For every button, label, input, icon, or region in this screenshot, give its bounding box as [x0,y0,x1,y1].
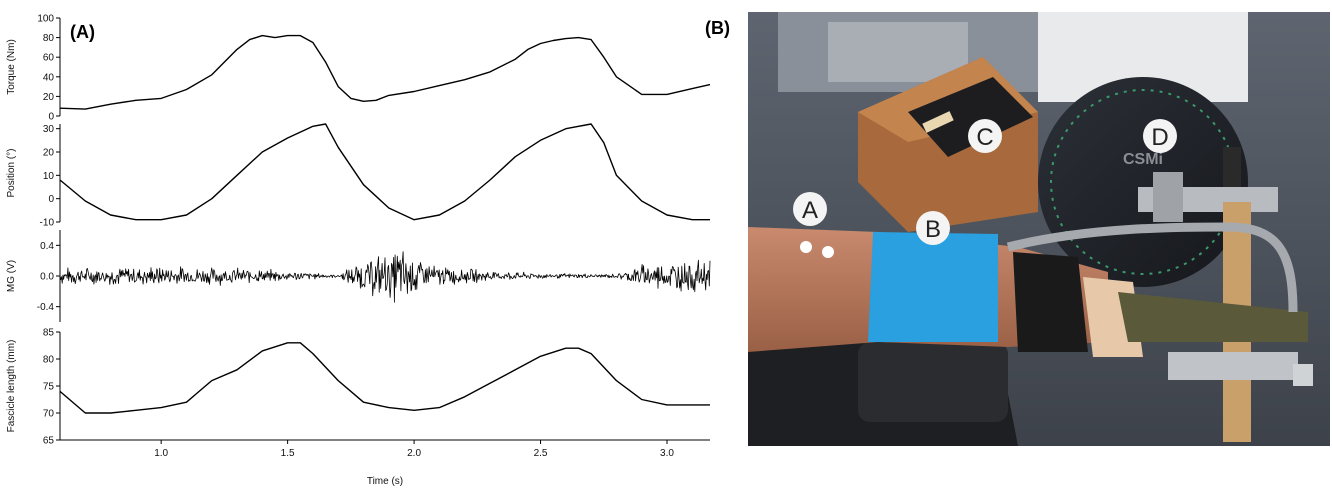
y-tick-label-0-5: 100 [37,14,54,25]
amplifier-label [922,111,954,133]
setup-photo-illustration: CSMi A B [748,12,1330,446]
x-axis-title: Time (s) [367,476,403,487]
callout-c: C [968,119,1002,153]
electrode-2 [822,246,834,258]
y-tick-label-0-2: 40 [43,72,55,83]
electrode-1 [800,241,812,253]
y-axis-title-1: Position (°) [6,148,17,197]
panel-label-a: (A) [70,22,95,42]
series-line-3 [59,342,710,414]
y-tick-label-1-0: -10 [40,218,55,229]
rail-end [1293,364,1313,386]
svg-text:D: D [1151,124,1168,151]
footplate-rail [1168,352,1298,380]
y-tick-label-0-3: 60 [43,53,55,64]
chair-cushion [858,342,1008,422]
back-cabinet [828,22,968,82]
y-tick-label-0-1: 20 [43,92,55,103]
callout-a: A [793,192,827,226]
ultrasound-probe-wrap [868,232,998,342]
y-tick-label-1-3: 20 [43,148,55,159]
knob [1223,147,1241,187]
callout-b: B [916,211,950,245]
callout-d: D [1143,119,1177,153]
x-tick-label-1: 1.5 [281,448,295,459]
y-axis-title-3: Fascicle length (mm) [6,340,17,433]
multi-panel-line-chart: (A) 0 20 40 60 80 100 Torque (Nm) -10 0 10 20 30 Pos… [6,14,711,487]
x-tick-label-0: 1.0 [154,448,168,459]
y-tick-label-0-4: 80 [43,33,55,44]
y-tick-label-1-4: 30 [43,124,55,135]
panel-a-chart: (A) 0 20 40 60 80 100 Torque (Nm) -10 0 10 20 30 Pos… [6,14,711,487]
y-tick-label-2-0: -0.4 [37,302,55,313]
y-tick-label-3-3: 80 [43,355,55,366]
panel-label-b: (B) [705,18,730,38]
series-line-2 [59,251,711,303]
y-tick-label-1-2: 10 [43,171,55,182]
metal-block [1153,172,1183,222]
svg-text:C: C [976,124,993,151]
series-line-1 [59,123,710,221]
y-tick-label-3-2: 75 [43,382,55,393]
y-tick-label-3-0: 65 [43,436,55,447]
y-axis-title-2: MG (V) [6,260,17,292]
device-brand: CSMi [1123,151,1163,168]
y-tick-label-2-2: 0.4 [40,241,54,252]
x-tick-label-2: 2.0 [407,448,421,459]
y-tick-label-3-4: 85 [43,328,55,339]
y-axis-title-0: Torque (Nm) [6,39,17,95]
dynamometer-disc [1038,77,1248,287]
y-tick-label-3-1: 70 [43,409,55,420]
svg-text:A: A [802,197,818,224]
y-tick-label-0-0: 0 [48,112,54,123]
emg-amplifier [908,77,1033,157]
y-tick-label-2-1: 0.0 [40,272,54,283]
experimental-setup-photo: CSMi A B [748,12,1330,446]
foot-strap [1118,292,1308,342]
y-tick-label-1-1: 0 [48,194,54,205]
ankle-strap [1013,252,1088,352]
series-line-0 [59,34,711,110]
x-tick-label-4: 3.0 [660,448,674,459]
svg-text:B: B [925,216,941,243]
probe-cable [1006,222,1298,313]
x-tick-label-3: 2.5 [534,448,548,459]
